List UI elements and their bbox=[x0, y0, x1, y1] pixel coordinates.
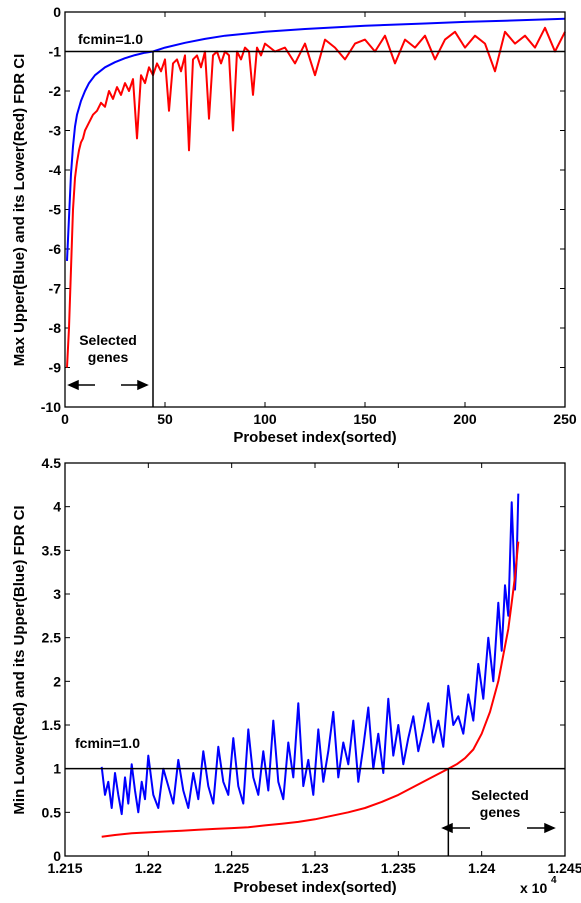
chart-top-frame bbox=[64, 11, 566, 408]
x-tick-label: 150 bbox=[353, 411, 377, 427]
y-tick-label: 3.5 bbox=[42, 542, 62, 558]
red-series-line bbox=[101, 541, 520, 838]
chart-bottom-y-axis-label: Min Lower(Red) and its Upper(Blue) FDR C… bbox=[11, 505, 28, 814]
chart-top-x-axis-label: Probeset index(sorted) bbox=[233, 429, 396, 446]
y-tick-label: 1.5 bbox=[42, 717, 62, 733]
y-tick-label: 2.5 bbox=[42, 630, 62, 646]
x-tick-label: 1.23 bbox=[301, 860, 328, 876]
y-tick-label: -7 bbox=[49, 281, 62, 297]
chart-top-ticks: 0 50 100 150 200 250 0 -1 -2 -3 -4 -5 -6 -7 -8 -9 -10 bbox=[41, 4, 577, 427]
x-tick-label: 250 bbox=[553, 411, 577, 427]
y-tick-label: -2 bbox=[49, 83, 62, 99]
chart-top-plot-area bbox=[65, 12, 565, 407]
chart-top-selected-label: Selected bbox=[79, 332, 137, 348]
y-tick-label: -3 bbox=[49, 123, 62, 139]
y-tick-label: 3 bbox=[53, 586, 61, 602]
y-tick-label: 4.5 bbox=[42, 455, 62, 471]
blue-series-line bbox=[66, 17, 566, 261]
chart-top-fcmin-label: fcmin=1.0 bbox=[78, 31, 143, 47]
y-tick-label: -8 bbox=[49, 320, 62, 336]
chart-top-genes-label: genes bbox=[88, 349, 129, 365]
chart-bottom-selection-arrows bbox=[441, 822, 556, 834]
y-tick-label: 2 bbox=[53, 673, 61, 689]
y-tick-label: -5 bbox=[49, 202, 62, 218]
chart-bottom-genes-label: genes bbox=[480, 804, 521, 820]
y-tick-label: 0 bbox=[53, 848, 61, 864]
chart-top-reference-lines bbox=[65, 50, 565, 407]
x-tick-label: 1.235 bbox=[381, 860, 416, 876]
chart-bottom-frame bbox=[64, 462, 566, 857]
chart-bottom-plot-area bbox=[65, 463, 565, 856]
y-tick-label: -1 bbox=[49, 44, 62, 60]
x-tick-label: 1.22 bbox=[135, 860, 162, 876]
y-tick-label: 1 bbox=[53, 761, 61, 777]
chart-bottom-ticks: 1.215 1.22 1.225 1.23 1.235 1.24 1.245 0 0.5 1 1.5… bbox=[42, 455, 581, 876]
chart-bottom-x-axis-label: Probeset index(sorted) bbox=[233, 879, 396, 896]
y-tick-label: 4 bbox=[53, 499, 61, 515]
x-tick-label: 1.225 bbox=[214, 860, 249, 876]
y-tick-label: -9 bbox=[49, 360, 62, 376]
chart-bottom-series bbox=[100, 493, 520, 838]
y-tick-label: 0 bbox=[53, 4, 61, 20]
x-tick-label: 1.215 bbox=[47, 860, 82, 876]
y-tick-label: -4 bbox=[49, 162, 62, 178]
chart-bottom-reference-lines bbox=[65, 767, 565, 856]
y-tick-label: 0.5 bbox=[42, 804, 62, 820]
chart-top-y-axis-label: Max Upper(Blue) and its Lower(Red) FDR C… bbox=[11, 54, 28, 367]
y-tick-label: -10 bbox=[41, 399, 61, 415]
chart-bottom: 1.215 1.22 1.225 1.23 1.235 1.24 1.245 0 0.5 1 1.5… bbox=[11, 455, 581, 896]
x-tick-label: 1.24 bbox=[468, 860, 495, 876]
chart-bottom-fcmin-label: fcmin=1.0 bbox=[75, 735, 140, 751]
chart-bottom-selected-label: Selected bbox=[471, 787, 529, 803]
x-tick-label: 200 bbox=[453, 411, 477, 427]
x-tick-label: 50 bbox=[157, 411, 173, 427]
x-tick-label: 0 bbox=[61, 411, 69, 427]
chart-bottom-x-multiplier-exponent: 4 bbox=[551, 875, 557, 886]
chart-bottom-x-multiplier: x 10 bbox=[520, 880, 547, 896]
blue-series-line bbox=[100, 493, 520, 816]
x-tick-label: 1.245 bbox=[547, 860, 581, 876]
chart-top: 0 50 100 150 200 250 0 -1 -2 -3 -4 -5 -6 -7 -8 -9 -10 fc… bbox=[11, 4, 577, 446]
x-tick-label: 100 bbox=[253, 411, 277, 427]
y-tick-label: -6 bbox=[49, 241, 62, 257]
chart-top-selection-arrows bbox=[67, 379, 149, 391]
